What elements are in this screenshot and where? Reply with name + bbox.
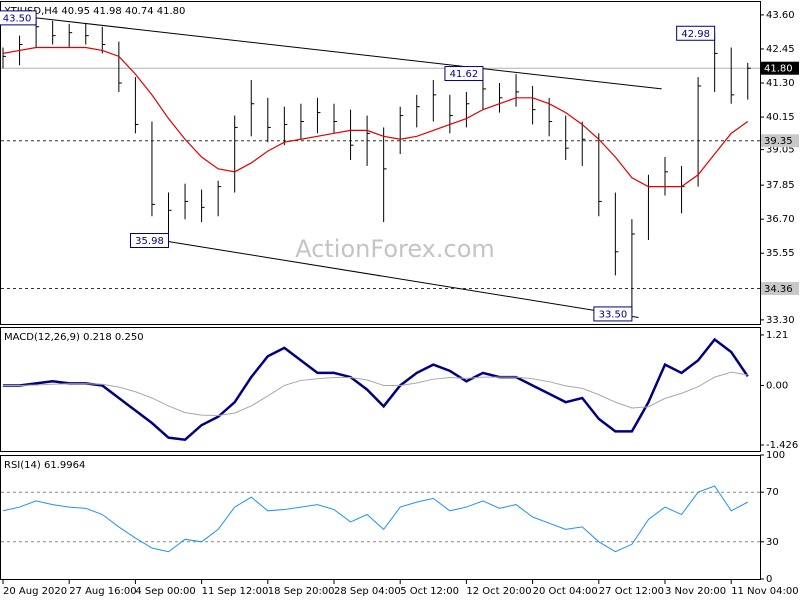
x-tick-label: 20 Oct 04:00 — [533, 586, 598, 597]
annotation-label: 35.98 — [135, 236, 164, 247]
series-line — [3, 337, 749, 442]
x-tick-label: 11 Sep 12:00 — [202, 586, 269, 597]
x-tick-label: 4 Sep 00:00 — [135, 586, 195, 597]
y-tick-label: -1.426 — [766, 440, 798, 451]
annotation-label: 41.62 — [450, 69, 479, 80]
price-tag: 41.80 — [764, 64, 793, 75]
price-tag-box — [761, 134, 799, 148]
y-tick-label: 41.30 — [766, 78, 795, 89]
annotation-box — [676, 25, 716, 41]
trendline — [161, 240, 639, 318]
moving-average — [2, 46, 749, 188]
panel-title: XTIUSD,H4 40.95 41.98 40.74 41.80 — [4, 6, 185, 17]
trendline — [36, 17, 662, 90]
panel-frame — [0, 1, 761, 325]
y-tick-label: 1.21 — [766, 330, 788, 341]
y-tick-label: 36.70 — [766, 214, 795, 225]
x-tick-label: 11 Nov 04:00 — [731, 586, 798, 597]
price-tag-box — [761, 281, 799, 295]
panel-frame — [0, 327, 761, 452]
y-tick-label: 33.30 — [766, 315, 795, 326]
y-tick-label: 43.60 — [766, 10, 795, 21]
x-tick-label: 3 Nov 20:00 — [665, 586, 726, 597]
y-tick-label: 35.55 — [766, 248, 795, 259]
x-tick-label: 18 Sep 20:00 — [268, 586, 335, 597]
annotation-box — [0, 10, 37, 26]
annotation-label: 42.98 — [681, 29, 710, 40]
price-tag: 39.35 — [764, 136, 793, 147]
annotation-label: 43.50 — [3, 13, 32, 24]
price-tag-box — [761, 61, 799, 75]
series-line — [2, 485, 748, 553]
y-tick-label: 42.45 — [766, 44, 795, 55]
y-tick-label: 0 — [766, 574, 772, 585]
watermark: ActionForex.com — [295, 235, 495, 263]
y-tick-label: 30 — [766, 537, 779, 548]
series-line — [3, 371, 748, 417]
panel-title: RSI(14) 61.9964 — [4, 460, 85, 471]
x-tick-label: 20 Aug 2020 — [3, 586, 67, 597]
x-tick-label: 28 Sep 04:00 — [334, 586, 401, 597]
x-tick-label: 5 Oct 12:00 — [400, 586, 459, 597]
y-tick-label: 100 — [766, 450, 785, 461]
y-tick-label: 0.00 — [766, 380, 788, 391]
y-tick-label: 40.15 — [766, 112, 795, 123]
annotation-box — [593, 306, 633, 322]
annotation-box — [130, 233, 169, 249]
y-tick-label: 39.05 — [766, 145, 795, 156]
panel-frame — [0, 455, 761, 580]
annotation-box — [444, 66, 484, 82]
x-tick-label: 27 Oct 12:00 — [599, 586, 664, 597]
panel-title: MACD(12,26,9) 0.218 0.250 — [4, 332, 144, 343]
y-tick-label: 70 — [766, 487, 779, 498]
x-tick-label: 27 Aug 16:00 — [69, 586, 136, 597]
x-tick-label: 12 Oct 20:00 — [466, 586, 531, 597]
price-tag: 34.36 — [764, 284, 793, 295]
y-tick-label: 37.85 — [766, 180, 795, 191]
annotation-label: 33.50 — [599, 309, 628, 320]
